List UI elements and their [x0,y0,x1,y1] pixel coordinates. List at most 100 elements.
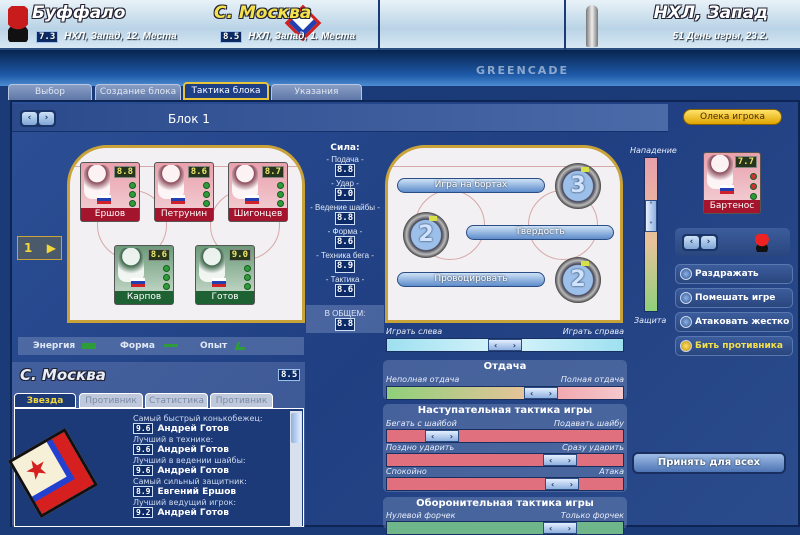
star-player: Андрей Готов [157,466,229,476]
stat-label: - Форма - [327,227,363,236]
opponent-card[interactable]: 7.7 Бартенос [703,152,761,214]
slider-thumb[interactable]: ‹ › [545,478,579,490]
skate-icon [234,342,248,350]
overall-value: 8.8 [335,318,355,331]
buffalo-logo-icon [754,234,770,252]
player-rating: 8.8 [113,166,136,178]
attack-defense-slider[interactable]: ˄ ˅ [644,157,658,312]
scout-player-button[interactable]: Олека игрока [683,109,782,125]
russia-flag-icon [131,278,145,287]
toughness-button[interactable]: Твердость [466,225,614,240]
russia-flag-icon [212,278,226,287]
tab-block-tactics[interactable]: Тактика блока [183,82,269,100]
star-category: Лучший в технике: [133,435,214,444]
offense-right-label: Атака [599,467,624,476]
radio-icon[interactable] [680,340,692,352]
watermark: GREENCADE [476,64,569,77]
attack-defense-thumb[interactable]: ˄ ˅ [645,200,657,232]
radio-icon[interactable] [680,268,692,280]
offense-slider[interactable]: ‹ › [386,453,624,467]
russia-flag-icon [171,195,185,204]
stick-icon [164,344,178,347]
slider-thumb[interactable]: ‹ › [543,522,577,534]
stat-label: - Техника бега - [316,251,374,260]
opponent-action-label: Раздражать [695,269,759,279]
effort-slider[interactable]: ‹ › [386,386,624,400]
offense-slider[interactable]: ‹ › [386,477,624,491]
line-selector[interactable]: 1 ▶ [17,236,62,260]
tab-create-block[interactable]: Создание блока [95,84,181,100]
block-header [12,104,668,132]
slider-thumb[interactable]: ‹ › [543,454,577,466]
experience-icon [203,200,210,207]
opponent-arrows: ‹ › [682,234,718,251]
tab-star[interactable]: Звезда [14,393,76,408]
slider-thumb[interactable]: ‹ › [524,387,558,399]
player-rating: 8.6 [147,249,170,261]
star-list-panel [14,408,304,527]
player-name: Карпов [115,291,173,304]
radio-icon[interactable] [680,292,692,304]
player-card[interactable]: 8.6 Петрунин [154,162,214,222]
experience-icon [129,200,136,207]
slider-thumb[interactable]: ‹ › [425,430,459,442]
energy-icon [244,265,251,272]
russia-flag-icon [245,195,259,204]
radio-icon[interactable] [680,316,692,328]
energy-icon [129,182,136,189]
star-player: Андрей Готов [157,445,229,455]
home-team-name: Буффало [32,3,126,23]
scrollbar[interactable] [290,411,302,527]
opponent-action-button[interactable]: Бить противника [675,336,793,356]
opponent-action-button[interactable]: Помешать игре [675,288,793,308]
stat-label: - Подача - [326,155,364,164]
provoke-dial[interactable]: 2 [555,257,601,303]
player-name: Петрунин [155,208,213,221]
star-category: Самый быстрый конькобежец: [133,414,263,423]
defense-slider[interactable]: ‹ › [386,521,624,535]
player-rating: 9.0 [228,249,251,261]
tab-opponent-2[interactable]: Противник [210,393,273,408]
tab-opponent[interactable]: Противник [79,393,143,408]
defense-left-label: Нулевой форчек [386,511,456,520]
board-play-button[interactable]: Игра на бортах [397,178,545,193]
tab-instructions[interactable]: Указания [271,84,362,100]
opponent-action-button[interactable]: Атаковать жестко [675,312,793,332]
form-icon [129,191,136,198]
star-category: Лучший в ведении шайбы: [133,456,246,465]
player-card[interactable]: 8.7 Шигонцев [228,162,288,222]
side-slider[interactable]: ‹ › [386,338,624,352]
offense-slider[interactable]: ‹ › [386,429,624,443]
list-item: Лучший в технике: 9.6 Андрей Готов [133,435,288,455]
prev-opponent-button[interactable]: ‹ [684,236,699,249]
next-block-button[interactable]: › [39,112,54,125]
opponent-action-button[interactable]: Раздражать [675,264,793,284]
russia-flag-icon [97,195,111,204]
slider-thumb[interactable]: ‹ › [488,339,522,351]
defense-title: Оборонительная тактика игры [416,498,594,509]
legend-form: Форма [120,341,155,351]
tab-statistics[interactable]: Статистика [145,393,208,408]
next-line-icon[interactable]: ▶ [46,241,56,255]
away-team-panel [284,0,564,50]
player-card[interactable]: 8.6 Карпов [114,245,174,305]
next-opponent-button[interactable]: › [701,236,716,249]
player-card[interactable]: 9.0 Готов [195,245,255,305]
prev-block-button[interactable]: ‹ [22,112,37,125]
stat-label: - Удар - [331,179,359,188]
provoke-button[interactable]: Провоцировать [397,272,545,287]
player-card[interactable]: 8.8 Ершов [80,162,140,222]
star-rating: 9.6 [133,444,154,455]
scrollbar-thumb[interactable] [291,413,301,443]
toughness-dial[interactable]: 2 [403,212,449,258]
effort-right-label: Полная отдача [560,375,624,384]
apply-all-button[interactable]: Принять для всех [632,452,786,474]
play-left-label: Играть слева [386,327,443,336]
board-play-dial[interactable]: 3 [555,163,601,209]
offense-left-label: Бегать с шайбой [386,419,457,428]
legend-energy: Энергия [33,341,76,351]
strength-panel: Сила: - Подача -8.8- Удар -9.0- Ведение … [306,143,384,333]
team-panel-rating: 8.5 [278,369,301,381]
game-day: 51 День игры, 23.2. [672,31,768,42]
tab-select[interactable]: Выбор [8,84,92,100]
